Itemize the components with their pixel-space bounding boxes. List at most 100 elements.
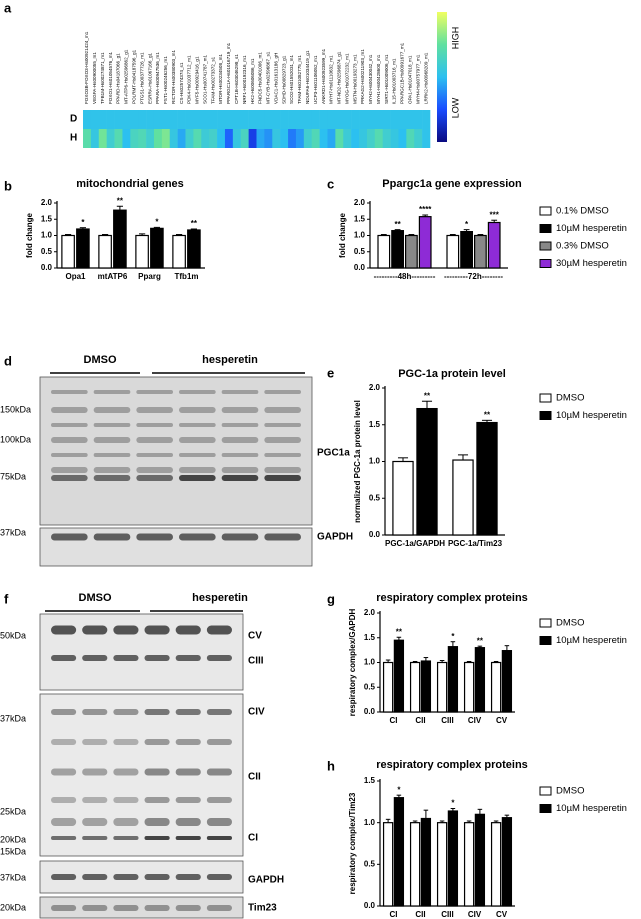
band [221,467,259,473]
heatmap-cell [146,129,155,148]
band [144,905,170,911]
gene-label: MYH4-Hs00757977_m1 [415,54,420,104]
heatmap-cell [343,129,352,148]
bar [487,221,501,269]
heatmap-cell [106,129,115,148]
blot [39,376,313,526]
x-tick-label: CV [496,910,508,919]
band [175,905,201,911]
gene-label: FOXO1-Hs01054576_m1 [108,51,113,104]
band [82,625,108,635]
heatmap-cell [201,129,210,148]
band [179,407,216,413]
x-tick-label: CIII [441,716,453,725]
bar [377,234,391,269]
gene-label: TFAM-Hs01082775_m1 [297,55,302,104]
bar [382,822,394,907]
band [51,905,77,911]
legend-label: 10µM hesperetin [556,803,627,814]
gene-label: POLRMT-Hs04187596_g1 [131,49,136,104]
marker-label: 50kDa [0,630,26,640]
heatmap-cell [185,129,194,148]
band [136,533,173,541]
band [206,797,232,803]
x-tick-label: CI [390,716,398,725]
heatmap-cell [90,129,100,148]
protein-label: CII [248,772,261,783]
row-label: H [70,133,77,144]
gene-label: TFAM-Hs00273372_s1 [210,56,215,104]
heatmap-cell [303,129,313,148]
band [179,423,216,427]
heatmap-cell [193,129,202,148]
legend-swatch [539,206,552,216]
heatmap-cell [327,110,336,129]
band [144,709,170,715]
y-tick-label: 0.0 [369,530,381,539]
bar [474,234,487,269]
band [51,625,77,635]
legend-swatch [539,259,552,268]
heatmap-cell [114,129,123,148]
band [51,453,88,457]
bar [135,234,149,269]
x-tick-label: Pparg [138,272,161,281]
bar [416,407,438,536]
band [175,797,201,803]
band [206,768,232,776]
band [221,390,259,394]
heatmap-cell [295,129,305,148]
scale-high: HIGH [450,27,460,50]
bar [98,234,112,269]
protein-label: CIV [248,707,265,718]
gene-label: CPT1B-Hs03046298_s1 [234,54,239,104]
y-tick-label: 1.5 [364,776,376,785]
y-tick-label: 2.0 [364,608,376,617]
heatmap-cell [414,129,423,148]
heatmap-cell [382,129,391,148]
marker-label: 20kDa [0,902,26,912]
x-tick-label: CII [415,716,425,725]
gene-label: PDK4-Hs01037712_m1 [187,55,192,104]
gene-label: FST1-Hs00246256_m1 [163,56,168,104]
band [113,768,139,776]
band [264,475,301,481]
gene-label: VEGFA-Hs00900055_m1 [92,52,97,104]
significance: * [81,218,85,227]
legend-swatch [539,241,552,251]
x-tick-label: Tfb1m [175,272,199,281]
band [206,739,232,745]
y-tick-label: 2.0 [41,198,53,207]
band [51,533,88,541]
band [93,467,131,473]
x-tick-label: PGC-1a/GAPDH [385,539,445,548]
x-tick-label: mtATP6 [98,272,128,281]
band [144,818,170,826]
heatmap-cell [264,110,273,129]
y-tick-label: 1.0 [369,457,381,466]
legend-label: DMSO [556,618,585,629]
heatmap-cell [130,110,139,129]
heatmap-cell [335,110,344,129]
band [179,453,216,457]
heatmap-cell [303,110,313,129]
gene-label: ESRRA-Hs01067166_g1 [147,52,152,104]
band [51,874,77,880]
heatmap-cell [193,110,202,129]
heatmap-cell [311,129,320,148]
bar [501,817,513,907]
blot [39,613,244,691]
heatmap-cell [343,110,352,129]
band [264,390,301,394]
band [51,709,77,715]
heatmap-cell [272,129,281,148]
heatmap-cell [83,129,92,148]
y-axis-label: fold change [25,213,34,258]
significance: * [451,632,455,641]
gene-label: NDUFA6-Hs01034419_g1 [305,50,310,104]
heatmap-cell [177,110,186,129]
bar [490,661,502,713]
band [175,655,201,661]
legend-label: 30µM hesperetin [556,258,627,269]
heatmap-cell [390,129,399,148]
